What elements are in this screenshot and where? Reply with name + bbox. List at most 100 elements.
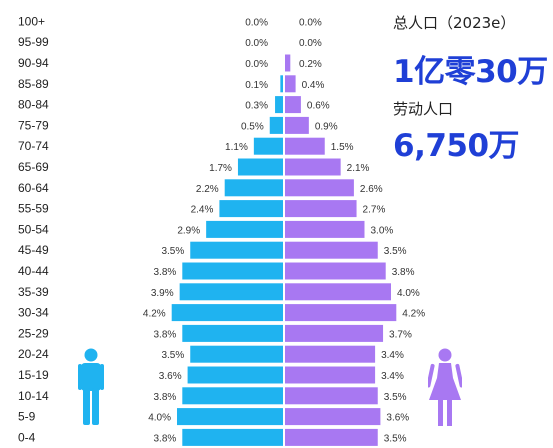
female-value-label: 0.4% (302, 80, 325, 91)
female-value-label: 3.5% (384, 392, 407, 403)
male-value-label: 3.8% (154, 267, 177, 278)
male-value-label: 1.1% (225, 142, 248, 153)
female-bar (285, 304, 397, 322)
total-population-value: 1亿零30万 (393, 54, 548, 90)
female-value-label: 0.0% (299, 17, 322, 28)
male-bar (177, 408, 283, 426)
age-group-label: 20-24 (18, 347, 49, 361)
age-group-label: 80-84 (18, 98, 49, 112)
female-value-label: 3.0% (371, 225, 394, 236)
female-bars (285, 54, 397, 446)
female-person-icon (428, 348, 462, 426)
female-value-label: 2.7% (363, 205, 386, 216)
male-bar (182, 324, 283, 342)
male-bar (269, 116, 283, 134)
female-value-label: 1.5% (331, 142, 354, 153)
age-group-label: 55-59 (18, 202, 49, 216)
male-bar (280, 75, 283, 93)
male-person-icon (78, 348, 104, 425)
male-value-labels: 0.0% 0.0% 0.0% 0.1% 0.3% 0.5% 1.1% 1.7% 2.2% 2.4%… (143, 17, 268, 444)
female-bar (285, 116, 309, 134)
male-value-label: 4.2% (143, 309, 166, 320)
male-value-label: 1.7% (209, 163, 232, 174)
female-bar (285, 387, 378, 405)
age-group-label: 95-99 (18, 35, 49, 49)
age-group-label: 25-29 (18, 326, 49, 340)
male-value-label: 2.2% (196, 184, 219, 195)
age-group-label: 40-44 (18, 264, 49, 278)
age-group-labels: 100+ 95-99 90-94 85-89 80-84 75-79 70-74 65-69 6… (18, 14, 49, 444)
male-bar (190, 345, 283, 363)
age-group-label: 0-4 (18, 430, 36, 444)
male-value-label: 3.8% (154, 329, 177, 340)
female-bar (285, 324, 384, 342)
female-value-label: 0.0% (299, 38, 322, 49)
male-value-label: 0.0% (245, 17, 268, 28)
female-value-label: 4.0% (397, 288, 420, 299)
age-group-label: 65-69 (18, 160, 49, 174)
male-value-label: 4.0% (148, 413, 171, 424)
female-value-label: 3.8% (392, 267, 415, 278)
male-bar (253, 137, 283, 155)
male-value-label: 2.4% (191, 205, 214, 216)
male-bar (182, 428, 283, 446)
male-value-label: 3.8% (154, 433, 177, 444)
male-bar (206, 220, 283, 238)
age-group-label: 35-39 (18, 285, 49, 299)
male-bar (224, 179, 283, 197)
male-value-label: 3.8% (154, 392, 177, 403)
female-value-label: 3.6% (386, 413, 409, 424)
female-value-label: 0.2% (299, 59, 322, 70)
age-group-label: 15-19 (18, 368, 49, 382)
female-bar (285, 200, 357, 218)
female-value-label: 3.7% (389, 329, 412, 340)
female-value-labels: 0.0% 0.0% 0.2% 0.4% 0.6% 0.9% 1.5% 2.1% 2.6% 2.7%… (299, 17, 425, 444)
male-bar (219, 200, 283, 218)
female-bar (285, 408, 381, 426)
female-value-label: 2.6% (360, 184, 383, 195)
male-bar (182, 262, 283, 280)
total-population-label: 总人口（2023e） (393, 14, 516, 32)
age-group-label: 5-9 (18, 410, 36, 424)
female-value-label: 3.4% (381, 371, 404, 382)
male-value-label: 3.9% (151, 288, 174, 299)
male-bars (171, 75, 283, 446)
female-value-label: 2.1% (347, 163, 370, 174)
age-group-label: 50-54 (18, 222, 49, 236)
male-value-label: 3.5% (161, 246, 184, 257)
male-bar (182, 387, 283, 405)
age-group-label: 85-89 (18, 77, 49, 91)
female-bar (285, 137, 325, 155)
female-bar (285, 345, 376, 363)
female-value-label: 4.2% (402, 309, 425, 320)
male-value-label: 3.5% (161, 350, 184, 361)
female-value-label: 3.4% (381, 350, 404, 361)
male-value-label: 2.9% (177, 225, 200, 236)
male-value-label: 0.3% (245, 101, 268, 112)
male-bar (275, 96, 283, 114)
female-value-label: 3.5% (384, 246, 407, 257)
female-bar (285, 241, 378, 259)
age-group-label: 75-79 (18, 118, 49, 132)
female-value-label: 3.5% (384, 433, 407, 444)
female-bar (285, 220, 365, 238)
male-bar (187, 366, 283, 384)
female-bar (285, 179, 354, 197)
age-group-label: 90-94 (18, 56, 49, 70)
female-bar (285, 75, 296, 93)
female-bar (285, 158, 341, 176)
female-bar (285, 283, 391, 301)
male-value-label: 3.6% (159, 371, 182, 382)
age-group-label: 100+ (18, 14, 45, 28)
female-bar (285, 428, 378, 446)
labor-force-value: 6,750万 (393, 128, 520, 164)
female-bar (285, 366, 376, 384)
female-bar (285, 54, 291, 72)
male-value-label: 0.5% (241, 121, 264, 132)
age-group-label: 30-34 (18, 306, 49, 320)
female-bar (285, 262, 386, 280)
female-bar (285, 96, 301, 114)
female-value-label: 0.6% (307, 101, 330, 112)
male-bar (179, 283, 283, 301)
